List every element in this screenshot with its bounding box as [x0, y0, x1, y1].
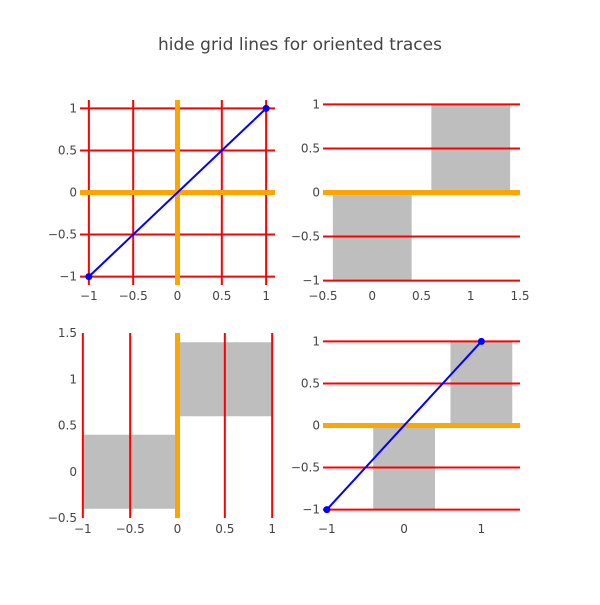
x-tick-label: 0: [174, 522, 182, 536]
y-tick-label: −0.5: [291, 461, 320, 475]
y-tick-label: 1: [312, 97, 320, 111]
x-tick-label: −0.5: [119, 289, 148, 303]
subplot-bottom-left: −1 −0.5 0 0.5 1−0.500.511.5: [48, 326, 276, 536]
x-tick-label: 1: [262, 289, 270, 303]
x-tick-label: −1: [74, 522, 92, 536]
y-tick-label: 1.5: [58, 326, 77, 340]
x-tick-label: 0: [368, 289, 376, 303]
series-line: [326, 340, 483, 511]
x-tick-label: 0.5: [215, 522, 234, 536]
y-tick-label: −0.5: [48, 511, 77, 525]
x-tick-label: −0.5: [116, 522, 145, 536]
y-tick-label: −1: [59, 270, 77, 284]
y-tick-label: −0.5: [48, 228, 77, 242]
y-tick-label: 0.5: [58, 143, 77, 157]
subplots: −1 −0.5 0 0.5 1−1−0.500.51−0.5 0 0.5 1 1.5−1−0.5…: [48, 97, 530, 536]
y-tick-label: 1: [312, 334, 320, 348]
series-point: [323, 506, 331, 514]
x-tick-label: −1: [318, 522, 336, 536]
subplot-top-left: −1 −0.5 0 0.5 1 −1 −0.5 0 0.5 1: [48, 100, 275, 303]
series-line: [88, 107, 267, 278]
subplot-top-right: −0.5 0 0.5 1 1.5−1−0.500.51: [291, 97, 530, 303]
x-tick-label: 1: [268, 522, 276, 536]
x-tick-label: −1: [80, 289, 98, 303]
x-tick-label: 1.5: [510, 289, 529, 303]
series-point: [85, 273, 93, 281]
y-tick-label: 0: [312, 419, 320, 433]
y-tick-label: 0: [69, 465, 77, 479]
y-tick-label: 0.5: [301, 141, 320, 155]
series-point: [477, 337, 485, 345]
chart-title: hide grid lines for oriented traces: [158, 35, 442, 55]
x-tick-label: 0: [174, 289, 182, 303]
subplot-bottom-right: −1 0 1 −1 −0.5 0 0.5 1: [291, 334, 520, 536]
x-tick-label: 1: [478, 522, 486, 536]
y-tick-label: −0.5: [291, 230, 320, 244]
y-tick-label: −1: [302, 274, 320, 288]
x-tick-label: −0.5: [308, 289, 337, 303]
y-tick-label: 0: [312, 186, 320, 200]
y-tick-label: 0: [69, 186, 77, 200]
y-tick-label: 1: [69, 372, 77, 386]
y-tick-label: 0.5: [58, 419, 77, 433]
series-point: [262, 104, 270, 112]
y-tick-label: −1: [302, 503, 320, 517]
y-tick-label: 0.5: [301, 376, 320, 390]
y-tick-label: 1: [69, 101, 77, 115]
x-tick-label: 0: [400, 522, 408, 536]
x-tick-label: 0.5: [412, 289, 431, 303]
x-tick-label: 1: [467, 289, 475, 303]
x-tick-label: 0.5: [212, 289, 231, 303]
